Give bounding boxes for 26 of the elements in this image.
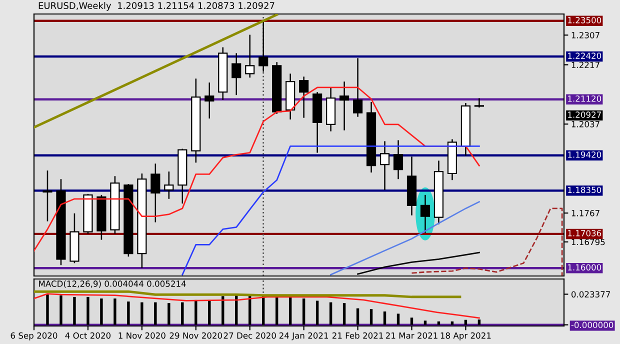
x-tick-label: 24 Jan 2021: [279, 332, 328, 340]
x-tick-label: 1 Nov 2020: [118, 332, 166, 339]
x-tick-label: 29 Nov 2020: [170, 332, 222, 339]
y-tick-label: 1.1767: [572, 210, 600, 216]
x-tick-label: 18 Apr 2021: [440, 332, 491, 340]
y-tick-label: 1.2217: [572, 62, 600, 68]
chart-title: MACD(12,26,9) 0.004044 0.005214: [39, 280, 186, 288]
ref-line-label: 1.18350: [568, 186, 602, 194]
x-tick-label: 6 Sep 2020: [10, 332, 58, 340]
y-tick-label: 1.16795: [572, 238, 605, 246]
text: 1.20927: [568, 112, 601, 118]
y-tick-label: -0.000000: [571, 322, 614, 328]
y-tick-label: 0.023377: [571, 291, 610, 298]
x-tick-label: 21 Feb 2021: [332, 332, 383, 339]
ref-line-label: 1.21120: [568, 95, 602, 102]
ref-line-label: 1.23500: [568, 17, 602, 24]
ref-line-label: 1.16000: [568, 264, 602, 271]
chart-title: EURUSD,Weekly 1.20913 1.21154 1.20873 1.20927: [38, 2, 274, 11]
x-tick-label: 4 Oct 2020: [65, 332, 111, 339]
ref-line-label: 1.17036: [568, 230, 602, 236]
y-tick-label: 1.2307: [572, 32, 600, 38]
x-tick-label: 27 Dec 2020: [224, 332, 276, 339]
x-tick-label: 21 Mar 2021: [386, 332, 438, 339]
ref-line-label: 1.19420: [568, 151, 602, 158]
ref-line-label: 1.22420: [568, 52, 602, 59]
y-tick-label: 1.2037: [572, 121, 600, 128]
